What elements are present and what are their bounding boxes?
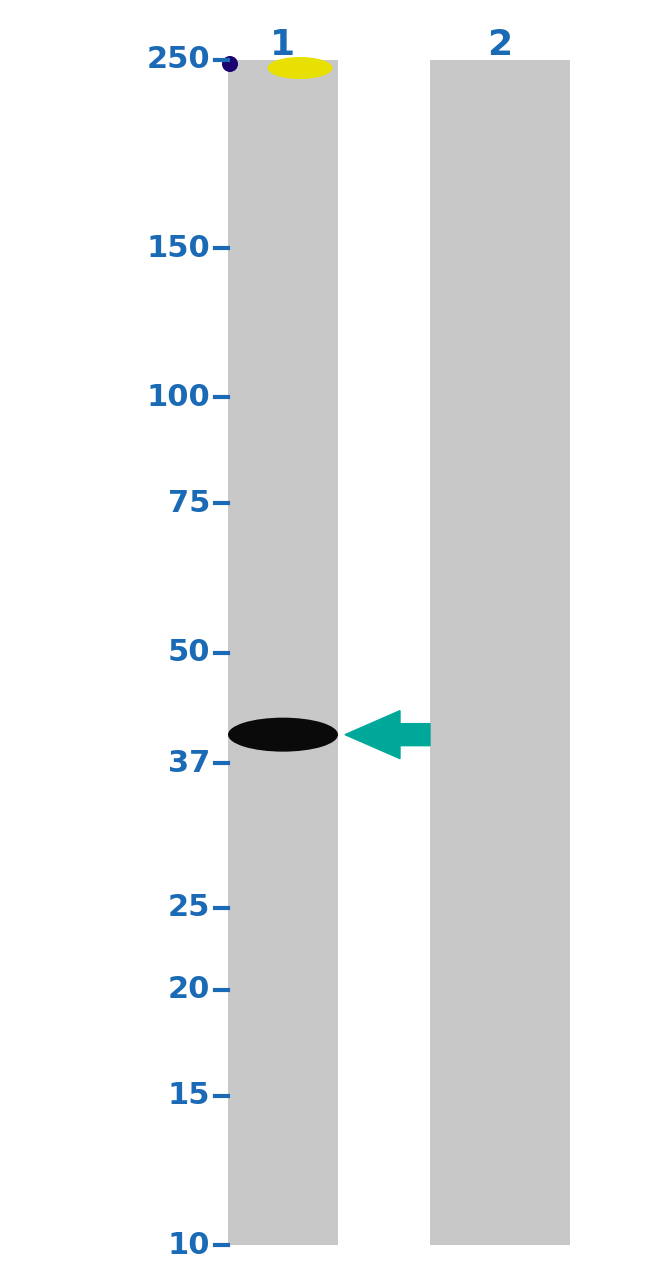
Text: 10: 10 [168, 1231, 210, 1260]
Text: 37: 37 [168, 749, 210, 777]
Text: 250: 250 [146, 46, 210, 75]
Circle shape [222, 56, 238, 72]
Ellipse shape [258, 723, 318, 738]
Text: 1: 1 [270, 28, 296, 62]
FancyArrow shape [345, 711, 430, 758]
Text: 20: 20 [168, 975, 210, 1005]
Text: 2: 2 [488, 28, 513, 62]
Ellipse shape [228, 718, 338, 752]
Text: 25: 25 [168, 893, 210, 922]
Bar [228, 60, 338, 1245]
Text: 150: 150 [146, 234, 210, 263]
Ellipse shape [268, 57, 333, 79]
Text: 100: 100 [146, 382, 210, 411]
Bar [430, 60, 570, 1245]
Text: 50: 50 [168, 638, 210, 667]
Text: 15: 15 [168, 1081, 210, 1110]
Text: 75: 75 [168, 489, 210, 518]
